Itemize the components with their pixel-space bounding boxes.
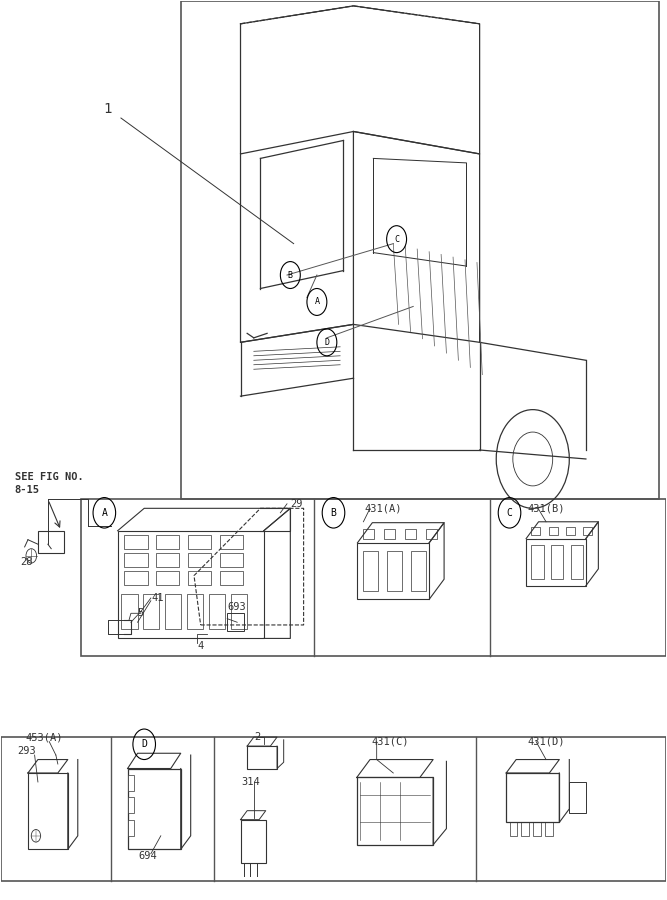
Bar bbox=[1, 737, 666, 881]
Text: 314: 314 bbox=[241, 777, 260, 787]
Text: A: A bbox=[101, 508, 107, 518]
Bar bbox=[143, 594, 159, 629]
Text: 431(A): 431(A) bbox=[365, 503, 402, 513]
Bar bbox=[187, 594, 203, 629]
Bar bbox=[364, 551, 378, 591]
Text: 5: 5 bbox=[138, 608, 144, 618]
Bar bbox=[548, 527, 558, 536]
Text: 431(C): 431(C) bbox=[372, 736, 409, 747]
Bar bbox=[531, 545, 544, 579]
Text: 431(B): 431(B) bbox=[528, 503, 565, 513]
Bar bbox=[506, 773, 560, 823]
Bar bbox=[526, 538, 586, 586]
Bar bbox=[127, 820, 134, 836]
Bar bbox=[124, 572, 147, 585]
Bar bbox=[165, 594, 181, 629]
Bar bbox=[127, 775, 134, 791]
Bar bbox=[584, 527, 592, 536]
Bar bbox=[412, 551, 426, 591]
Bar bbox=[81, 500, 666, 656]
Text: 694: 694 bbox=[138, 850, 157, 860]
Text: D: D bbox=[324, 338, 329, 346]
Text: 28: 28 bbox=[21, 557, 33, 567]
Text: 41: 41 bbox=[151, 593, 163, 603]
Bar bbox=[388, 551, 402, 591]
Bar bbox=[181, 2, 659, 500]
Bar bbox=[357, 778, 433, 845]
Bar bbox=[522, 823, 530, 836]
Bar bbox=[188, 554, 211, 567]
Bar bbox=[531, 527, 540, 536]
Text: C: C bbox=[506, 508, 512, 518]
Bar bbox=[117, 531, 263, 638]
Bar bbox=[406, 529, 416, 539]
Bar bbox=[220, 536, 243, 549]
Text: 4: 4 bbox=[197, 641, 204, 651]
Bar bbox=[231, 594, 247, 629]
Text: 1: 1 bbox=[103, 102, 112, 116]
Text: 453(A): 453(A) bbox=[26, 732, 63, 742]
Bar bbox=[546, 823, 554, 836]
Bar bbox=[127, 769, 181, 850]
Text: 293: 293 bbox=[17, 745, 36, 756]
Bar bbox=[534, 823, 542, 836]
Text: B: B bbox=[288, 271, 293, 280]
Text: 2: 2 bbox=[254, 732, 260, 742]
Bar bbox=[566, 527, 575, 536]
Bar bbox=[156, 572, 179, 585]
Text: 431(D): 431(D) bbox=[528, 736, 565, 747]
Text: A: A bbox=[314, 298, 319, 307]
Bar bbox=[551, 545, 564, 579]
Bar bbox=[124, 536, 147, 549]
Text: SEE FIG NO.
8-15: SEE FIG NO. 8-15 bbox=[15, 472, 83, 495]
Bar bbox=[28, 773, 68, 850]
Text: 29: 29 bbox=[291, 499, 303, 508]
Bar bbox=[209, 594, 225, 629]
Bar bbox=[188, 536, 211, 549]
Bar bbox=[121, 594, 137, 629]
Bar bbox=[364, 529, 374, 539]
Bar bbox=[227, 613, 244, 631]
Bar bbox=[156, 554, 179, 567]
Bar bbox=[384, 529, 395, 539]
Bar bbox=[426, 529, 437, 539]
Text: C: C bbox=[394, 235, 399, 244]
Bar bbox=[571, 545, 584, 579]
Bar bbox=[124, 554, 147, 567]
Bar bbox=[220, 554, 243, 567]
Bar bbox=[156, 536, 179, 549]
Bar bbox=[220, 572, 243, 585]
Bar bbox=[510, 823, 518, 836]
Bar bbox=[358, 543, 429, 599]
Text: 693: 693 bbox=[228, 602, 247, 612]
Text: D: D bbox=[141, 739, 147, 750]
Text: B: B bbox=[331, 508, 336, 518]
Bar bbox=[38, 531, 65, 554]
Bar bbox=[188, 572, 211, 585]
Bar bbox=[247, 746, 277, 769]
Bar bbox=[570, 782, 586, 814]
Bar bbox=[127, 797, 134, 814]
Bar bbox=[241, 820, 265, 863]
